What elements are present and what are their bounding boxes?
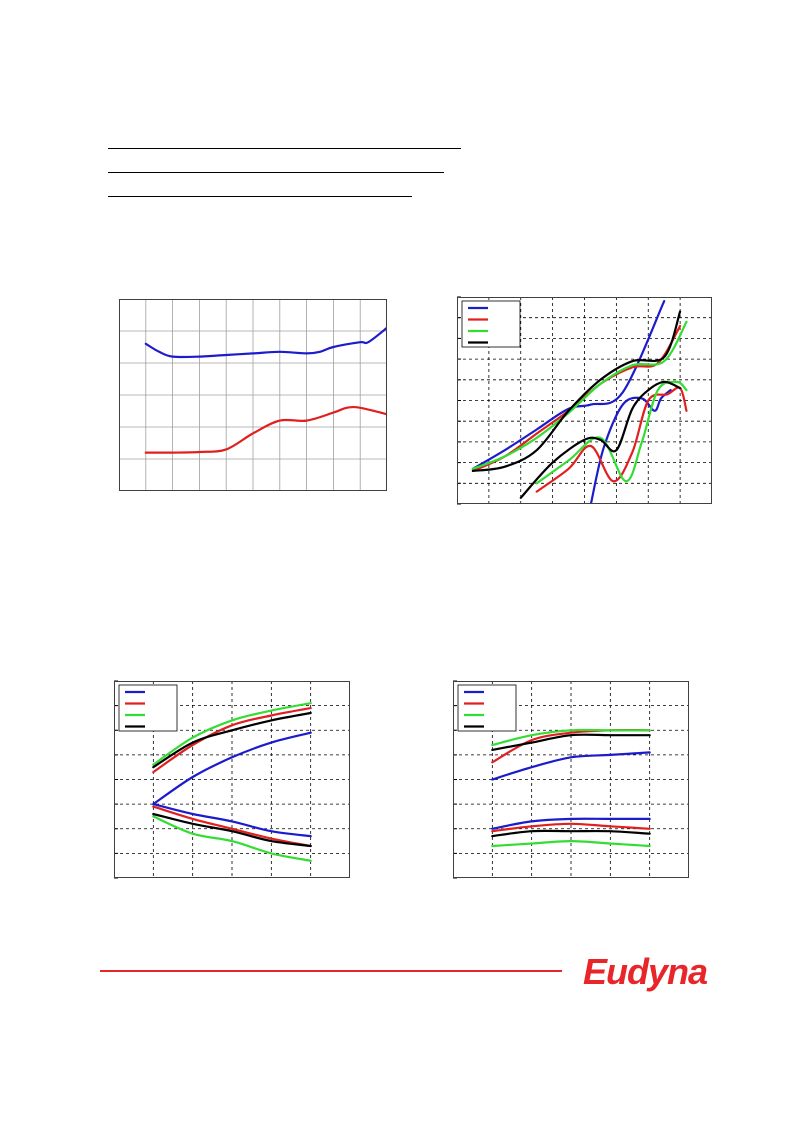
- chart-4: [453, 680, 689, 879]
- series-line-red: [535, 386, 688, 493]
- header-rule-1: [108, 148, 461, 149]
- chart-2: [457, 296, 712, 505]
- chart-plot: [457, 296, 712, 505]
- series-line-green: [152, 815, 312, 862]
- header-rule-2: [108, 172, 444, 173]
- series-line-green: [471, 320, 688, 470]
- series-line-black: [152, 711, 312, 769]
- series-line-green: [152, 702, 312, 766]
- series-line-green: [491, 840, 651, 848]
- chart-plot: [119, 299, 387, 491]
- series-line-black: [519, 380, 682, 499]
- series-line-black: [152, 812, 312, 848]
- brand-logo: Eudyna: [583, 951, 708, 992]
- series-line-black: [491, 733, 651, 751]
- series-line-green: [535, 380, 688, 485]
- series-line-red: [491, 822, 651, 833]
- series-line-blue: [589, 389, 672, 504]
- chart-1: [119, 299, 387, 491]
- chart-frame: [457, 297, 712, 504]
- series-line-blue: [491, 817, 651, 830]
- series-line-red: [144, 405, 387, 454]
- chart-3: [114, 680, 350, 879]
- chart-plot: [453, 680, 689, 879]
- series-line-red: [152, 805, 312, 848]
- header-rule-3: [108, 196, 412, 197]
- footer-rule: [100, 970, 562, 972]
- series-line-blue: [152, 803, 312, 838]
- series-line-black: [491, 829, 651, 838]
- series-line-blue: [152, 731, 312, 806]
- series-line-black: [471, 310, 682, 472]
- series-line-green: [491, 728, 651, 747]
- chart-frame: [114, 681, 350, 878]
- series-line-blue: [144, 326, 387, 359]
- chart-frame: [119, 299, 387, 491]
- series-line-red: [152, 707, 312, 774]
- chart-plot: [114, 680, 350, 879]
- chart-frame: [453, 681, 689, 878]
- series-line-blue: [491, 751, 651, 781]
